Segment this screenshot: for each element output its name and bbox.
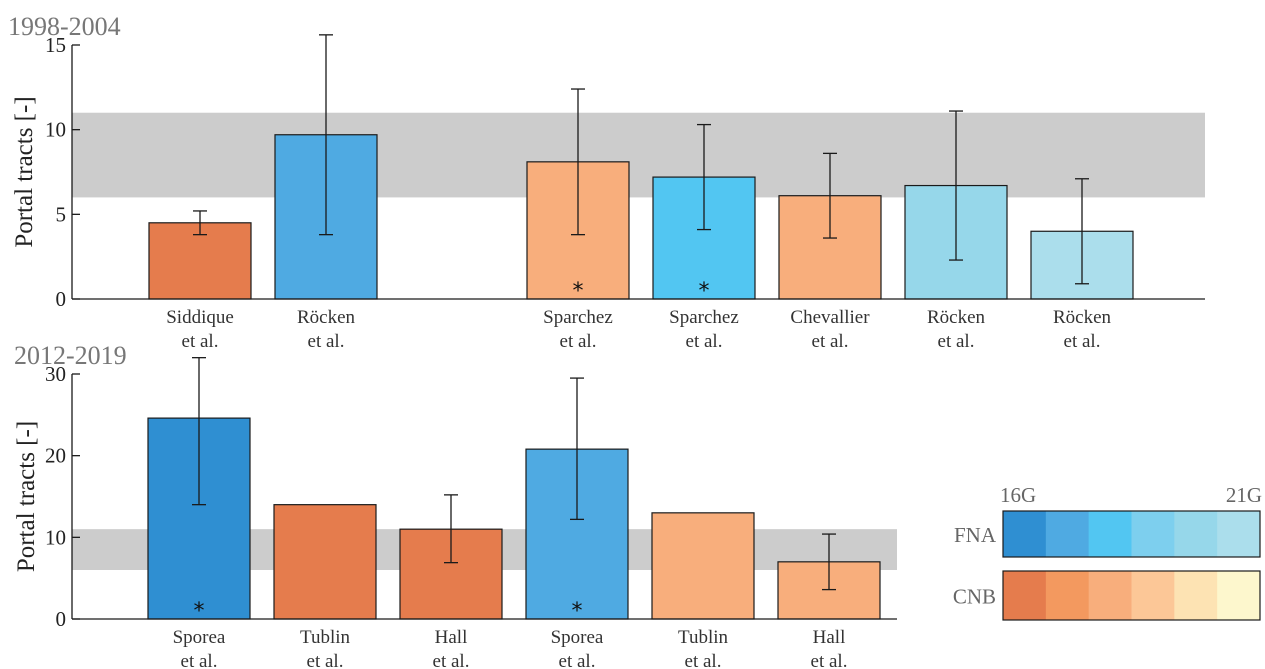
- significance-marker: *: [699, 279, 710, 304]
- category-label: Sporea: [551, 627, 604, 648]
- category-label: Röcken: [1053, 307, 1112, 328]
- category-label-line2: et al.: [181, 651, 218, 669]
- legend-swatch: [1088, 511, 1132, 557]
- category-label-line2: et al.: [811, 651, 848, 669]
- legend-swatch: [1003, 511, 1047, 557]
- bar: [148, 222, 252, 300]
- significance-marker: *: [194, 599, 205, 624]
- chart-panel-2: * Sporea et al. Tublin et al. Hall et al. * Spor…: [13, 341, 897, 669]
- category-label: Sporea: [173, 627, 226, 648]
- category-label-line2: et al.: [559, 651, 596, 669]
- category-label-line2: et al.: [812, 331, 849, 352]
- y-tick-label: 0: [56, 287, 67, 311]
- y-tick-label: 0: [56, 607, 67, 631]
- category-label: Siddique: [166, 307, 234, 328]
- category-label: Röcken: [297, 307, 356, 328]
- category-label-line2: et al.: [1064, 331, 1101, 352]
- category-label: Sparchez: [669, 307, 739, 328]
- chart-panel-1: Siddique et al. Röcken et al. * Sparchez et al…: [8, 12, 1205, 352]
- legend-swatch: [1045, 511, 1090, 557]
- gauge-legend: 16G 21G FNA CNB: [953, 483, 1262, 621]
- bar: [651, 512, 755, 620]
- y-tick-label: 10: [45, 118, 66, 142]
- category-label-line2: et al.: [560, 331, 597, 352]
- legend-row-label: FNA: [954, 523, 997, 547]
- category-label-line2: et al.: [308, 331, 345, 352]
- chart-title: 1998-2004: [8, 12, 121, 41]
- legend-box: [1002, 570, 1261, 621]
- category-label-line2: et al.: [182, 331, 219, 352]
- category-label: Hall: [813, 627, 846, 648]
- legend-swatch: [1131, 571, 1175, 620]
- chart-title: 2012-2019: [14, 341, 127, 370]
- significance-marker: *: [573, 279, 584, 304]
- y-axis-label: Portal tracts [-]: [11, 96, 38, 247]
- legend-swatch: [1045, 571, 1090, 620]
- category-label: Hall: [435, 627, 468, 648]
- bar: [273, 504, 377, 620]
- category-label: Sparchez: [543, 307, 613, 328]
- reference-band: [72, 112, 1205, 198]
- legend-swatch: [1174, 511, 1218, 557]
- legend-swatch: [1174, 571, 1218, 620]
- legend-swatch: [1131, 511, 1175, 557]
- legend-row-label: CNB: [953, 585, 996, 609]
- legend-swatch: [1088, 571, 1132, 620]
- category-label: Tublin: [300, 627, 350, 648]
- category-label-line2: et al.: [686, 331, 723, 352]
- legend-range-start: 16G: [1000, 483, 1036, 507]
- category-label-line2: et al.: [938, 331, 975, 352]
- y-tick-label: 15: [45, 33, 66, 57]
- category-label-line2: et al.: [433, 651, 470, 669]
- legend-range-end: 21G: [1226, 483, 1262, 507]
- y-axis-label: Portal tracts [-]: [13, 421, 40, 572]
- y-tick-label: 20: [45, 444, 66, 468]
- category-label-line2: et al.: [307, 651, 344, 669]
- y-tick-label: 10: [45, 525, 66, 549]
- category-label: Tublin: [678, 627, 728, 648]
- legend-swatch: [1217, 511, 1261, 557]
- legend-box: [1002, 510, 1261, 558]
- legend-swatch: [1003, 571, 1047, 620]
- y-tick-label: 5: [56, 202, 67, 226]
- category-label: Röcken: [927, 307, 986, 328]
- bar: [399, 528, 503, 620]
- category-label: Chevallier: [790, 307, 870, 328]
- significance-marker: *: [572, 599, 583, 624]
- y-tick-label: 30: [45, 362, 66, 386]
- legend-swatch: [1217, 571, 1261, 620]
- category-label-line2: et al.: [685, 651, 722, 669]
